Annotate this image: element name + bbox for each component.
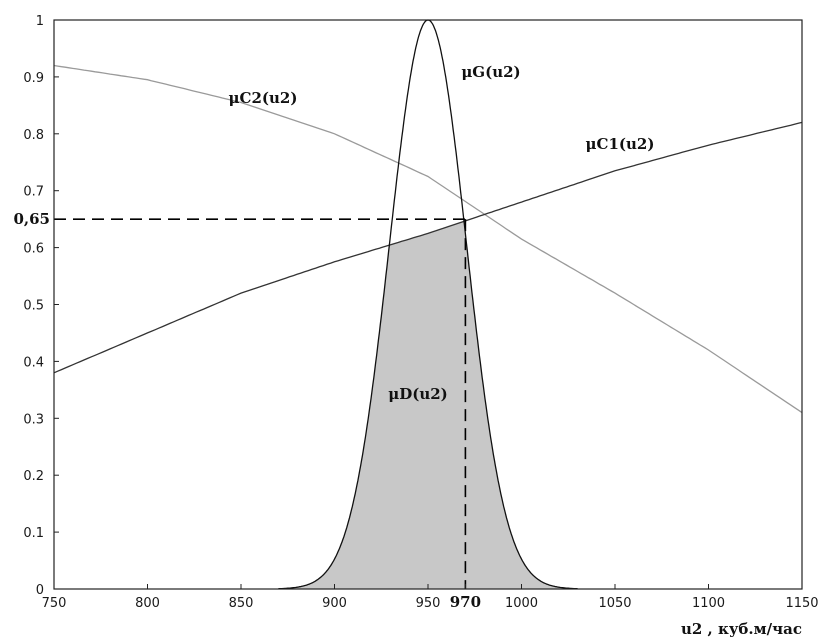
x-tick-label: 1100 bbox=[692, 596, 725, 611]
y-tick-label: 0.1 bbox=[23, 526, 44, 541]
x-tick-label: 900 bbox=[322, 596, 347, 611]
x-axis-label: u2 , куб.м/час bbox=[681, 620, 802, 638]
x-tick-label: 800 bbox=[135, 596, 160, 611]
y-tick-label: 0.4 bbox=[23, 355, 44, 370]
y-tick-label: 0.6 bbox=[23, 242, 44, 257]
series-label: μC1(u2) bbox=[586, 135, 655, 153]
y-tick-label: 1 bbox=[36, 14, 44, 29]
series-line-mu-c1 bbox=[53, 121, 803, 374]
y-tick-label: 0.3 bbox=[23, 412, 44, 427]
y-tick-label: 0.2 bbox=[23, 469, 44, 484]
series-line-mu-c2 bbox=[53, 64, 803, 414]
y-tick-label: 0.5 bbox=[23, 299, 44, 314]
y-tick-label: 0.8 bbox=[23, 128, 44, 143]
y-tick-label: 0.9 bbox=[23, 71, 44, 86]
area-mu-d bbox=[278, 221, 578, 589]
x-tick-label: 1150 bbox=[785, 596, 818, 611]
series-label: μG(u2) bbox=[461, 63, 520, 81]
area-label: μD(u2) bbox=[388, 385, 448, 403]
x-tick-label: 950 bbox=[416, 596, 441, 611]
x-tick-label: 1050 bbox=[598, 596, 631, 611]
series-label: μC2(u2) bbox=[229, 89, 298, 107]
x-tick-label: 850 bbox=[229, 596, 254, 611]
y-tick-label: 0.7 bbox=[23, 185, 44, 200]
x-tick-label: 970 bbox=[450, 593, 481, 611]
y-tick-label: 0 bbox=[36, 583, 44, 598]
x-tick-label: 750 bbox=[42, 596, 67, 611]
y-tick-label: 0,65 bbox=[13, 210, 50, 228]
x-tick-label: 1000 bbox=[505, 596, 538, 611]
